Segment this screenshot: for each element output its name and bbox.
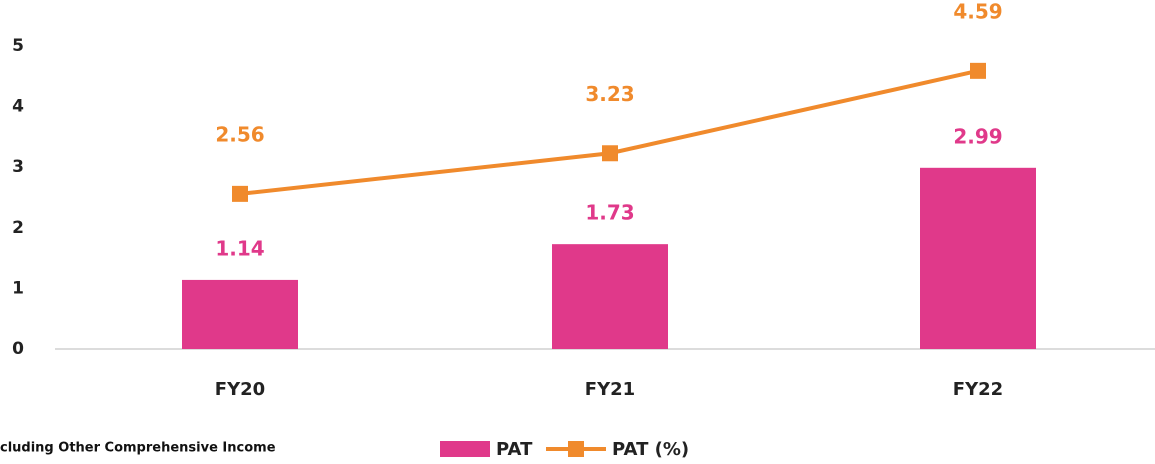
legend-swatch bbox=[440, 441, 490, 457]
y-tick-label: 0 bbox=[12, 339, 24, 359]
x-tick-label: FY22 bbox=[953, 379, 1003, 400]
legend-label: PAT (%) bbox=[612, 439, 689, 460]
data-label: 2.99 bbox=[953, 124, 1002, 148]
marker bbox=[602, 145, 618, 162]
x-tick-label: FY20 bbox=[215, 379, 265, 400]
y-tick-label: 4 bbox=[12, 97, 24, 117]
y-tick-label: 3 bbox=[12, 157, 24, 177]
data-label: 1.14 bbox=[215, 236, 264, 260]
marker bbox=[970, 62, 986, 79]
legend-label: PAT bbox=[496, 439, 533, 460]
y-tick-label: 1 bbox=[12, 278, 24, 298]
y-tick-label: 5 bbox=[12, 36, 24, 56]
data-label: 3.23 bbox=[585, 82, 634, 106]
legend-marker bbox=[568, 441, 584, 457]
data-label: 2.56 bbox=[215, 122, 264, 146]
marker bbox=[232, 185, 248, 202]
data-label: 4.59 bbox=[953, 0, 1002, 23]
bar bbox=[552, 244, 668, 349]
bar bbox=[920, 167, 1036, 349]
bar bbox=[182, 279, 298, 349]
footnote: cluding Other Comprehensive Income bbox=[0, 441, 276, 456]
y-tick-label: 2 bbox=[12, 218, 24, 238]
data-label: 1.73 bbox=[585, 201, 634, 225]
x-tick-label: FY21 bbox=[585, 379, 635, 400]
